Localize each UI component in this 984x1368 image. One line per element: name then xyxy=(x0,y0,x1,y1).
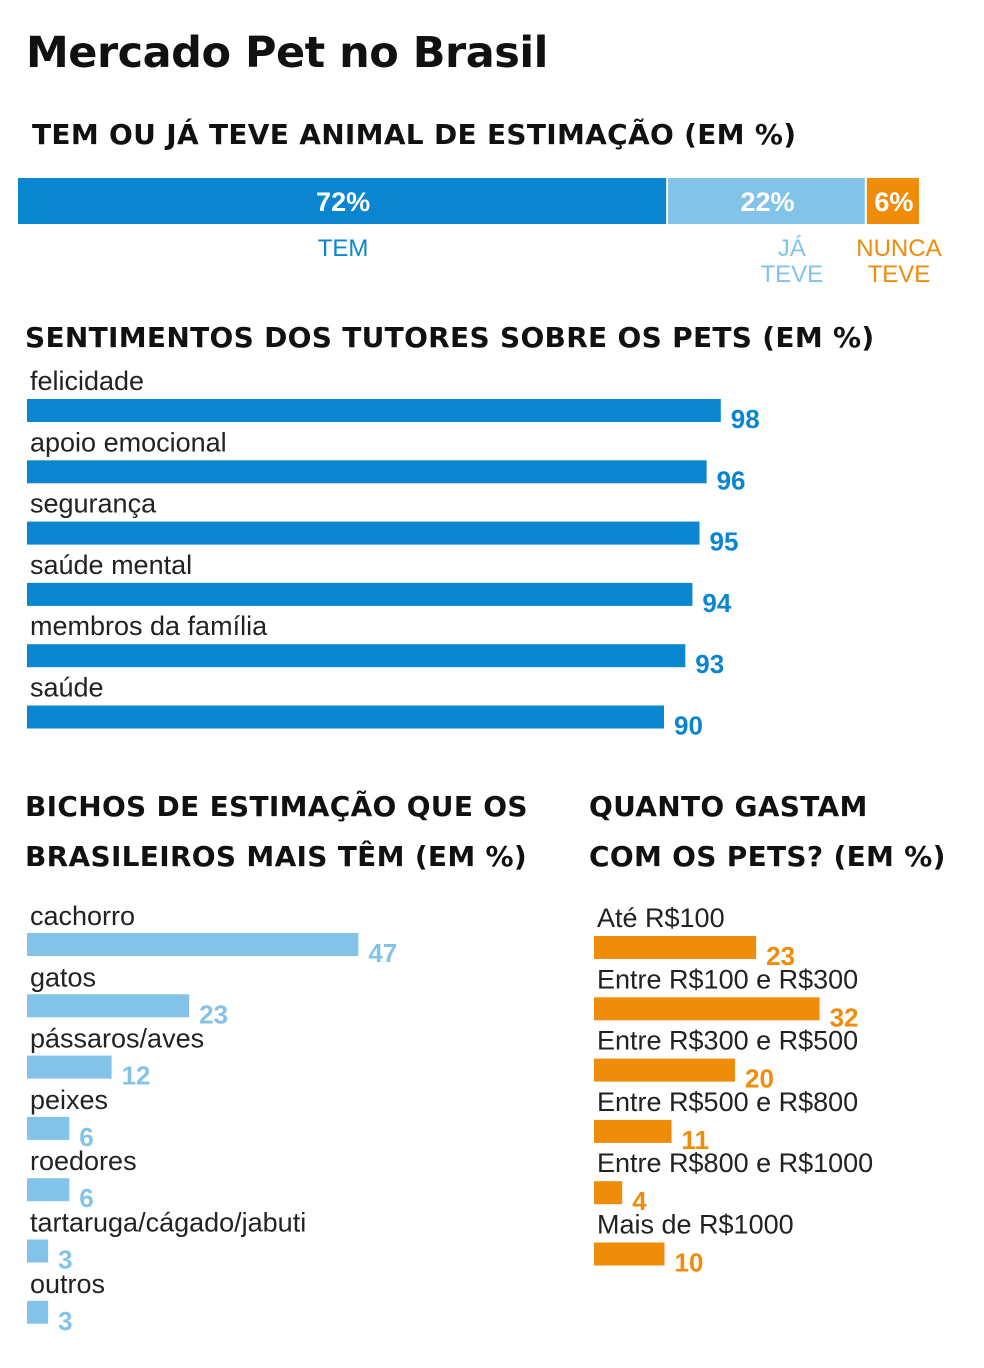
pet-ownership-title: TEM OU JÁ TEVE ANIMAL DE ESTIMAÇÃO (EM %… xyxy=(32,110,796,160)
bar-2-2 xyxy=(27,1055,112,1079)
bar-value-2-3: 6 xyxy=(79,1122,93,1152)
bar-label-1-0: felicidade xyxy=(30,366,144,396)
bar-value-2-2: 12 xyxy=(122,1061,151,1091)
bar-value-2-1: 23 xyxy=(199,999,228,1029)
ownership-segment-label-2-1: TEVE xyxy=(868,261,931,288)
bar-2-6 xyxy=(27,1300,49,1324)
bar-label-3-5: Mais de R$1000 xyxy=(597,1210,794,1240)
bar-value-1-1: 96 xyxy=(717,465,746,495)
bar-value-1-4: 93 xyxy=(695,649,724,679)
ownership-segment-value-1: 22% xyxy=(740,187,794,217)
ownership-segment-0 xyxy=(18,178,667,224)
pets-owned-title-line-1: BICHOS DE ESTIMAÇÃO QUE OS xyxy=(25,790,528,823)
bar-label-2-6: outros xyxy=(30,1269,105,1299)
bar-label-1-5: saúde xyxy=(30,673,104,703)
bar-label-1-4: membros da família xyxy=(30,611,268,641)
spending-title: QUANTO GASTAM COM OS PETS? (EM %) xyxy=(589,782,946,882)
ownership-segment-1 xyxy=(668,178,865,224)
bar-3-2 xyxy=(594,1058,735,1082)
ownership-segment-value-2: 6% xyxy=(874,187,913,217)
pet-ownership-title-text: TEM OU JÁ TEVE ANIMAL DE ESTIMAÇÃO (EM %… xyxy=(32,118,797,151)
bar-label-3-4: Entre R$800 e R$1000 xyxy=(597,1148,873,1178)
bar-value-2-6: 3 xyxy=(58,1306,72,1336)
bar-value-3-1: 32 xyxy=(830,1002,859,1032)
bar-label-1-1: apoio emocional xyxy=(30,427,227,457)
spending-title-line-1: QUANTO GASTAM xyxy=(589,790,868,823)
feelings-chart: felicidade 98 apoio emocional 96 segurança 95… xyxy=(27,366,760,741)
bar-label-3-1: Entre R$100 e R$300 xyxy=(597,964,858,994)
ownership-segment-label-1-1: TEVE xyxy=(760,261,823,288)
spending-title-line-2: COM OS PETS? (EM %) xyxy=(589,840,946,873)
bar-label-2-0: cachorro xyxy=(30,901,135,931)
ownership-segment-label-2-0: NUNCA xyxy=(856,235,941,262)
bar-1-5 xyxy=(27,705,664,729)
bar-label-2-1: gatos xyxy=(30,962,96,992)
bar-3-0 xyxy=(594,936,757,959)
bar-value-3-2: 20 xyxy=(745,1064,774,1094)
bar-label-2-5: tartaruga/cágado/jabuti xyxy=(30,1208,306,1238)
pets-owned-title: BICHOS DE ESTIMAÇÃO QUE OS BRASILEIROS M… xyxy=(25,782,528,882)
bar-label-2-3: peixes xyxy=(30,1085,108,1115)
bar-value-3-4: 4 xyxy=(632,1186,647,1216)
bar-value-1-5: 90 xyxy=(674,711,703,741)
bar-2-5 xyxy=(27,1239,49,1263)
bar-2-4 xyxy=(27,1178,70,1202)
bar-2-3 xyxy=(27,1116,70,1140)
bar-value-1-2: 95 xyxy=(710,527,739,557)
bar-3-3 xyxy=(594,1119,672,1143)
bar-3-4 xyxy=(594,1181,623,1205)
bar-label-3-0: Até R$100 xyxy=(597,903,725,933)
bar-3-1 xyxy=(594,997,820,1021)
bar-value-2-5: 3 xyxy=(58,1245,72,1275)
page-title: Mercado Pet no Brasil xyxy=(26,28,548,78)
bar-label-2-4: roedores xyxy=(30,1146,137,1176)
ownership-segment-value-0: 72% xyxy=(316,187,370,217)
bar-1-1 xyxy=(27,460,707,484)
feelings-title-text: SENTIMENTOS DOS TUTORES SOBRE OS PETS (E… xyxy=(25,321,875,354)
bar-value-2-4: 6 xyxy=(79,1183,93,1213)
bar-label-3-2: Entre R$300 e R$500 xyxy=(597,1026,858,1056)
bar-1-2 xyxy=(27,521,700,545)
bar-1-0 xyxy=(27,399,721,422)
bar-2-0 xyxy=(27,933,359,956)
feelings-title: SENTIMENTOS DOS TUTORES SOBRE OS PETS (E… xyxy=(25,313,875,363)
ownership-segment-2 xyxy=(866,178,919,224)
ownership-segment-label-1-0: JÁ xyxy=(778,235,806,262)
bar-value-1-0: 98 xyxy=(731,404,760,434)
ownership-segment-label-0-0: TEM xyxy=(318,235,369,262)
bar-2-1 xyxy=(27,994,190,1018)
bar-label-1-2: segurança xyxy=(30,489,157,519)
bar-label-1-3: saúde mental xyxy=(30,550,192,580)
bar-value-3-0: 23 xyxy=(766,941,795,971)
bar-1-4 xyxy=(27,644,686,668)
bar-1-3 xyxy=(27,582,693,606)
bar-label-2-2: pássaros/aves xyxy=(30,1024,204,1054)
bar-value-3-5: 10 xyxy=(675,1248,704,1278)
bar-value-2-0: 47 xyxy=(368,938,397,968)
pets-owned-chart: cachorro47gatos23pássaros/aves12peixes6r… xyxy=(27,901,397,1336)
bar-value-3-3: 11 xyxy=(682,1125,710,1155)
bar-3-5 xyxy=(594,1242,665,1266)
pets-owned-title-line-2: BRASILEIROS MAIS TÊM (EM %) xyxy=(25,840,528,873)
bar-label-3-3: Entre R$500 e R$800 xyxy=(597,1087,858,1117)
bar-value-1-3: 94 xyxy=(702,588,731,618)
